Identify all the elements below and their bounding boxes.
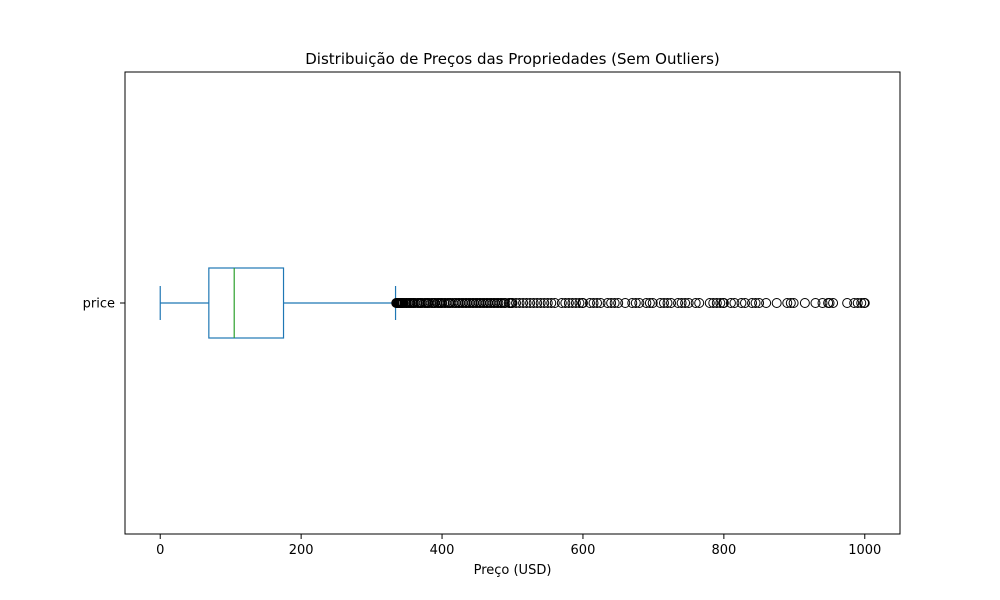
plot-frame [124, 71, 901, 535]
outlier-point [644, 298, 655, 308]
box-group [159, 267, 397, 339]
outlier-point [532, 298, 543, 308]
outlier-point [715, 298, 726, 308]
outlier-point [588, 298, 599, 308]
outlier-point [567, 298, 578, 308]
outlier-point [620, 298, 631, 308]
outlier-point [690, 298, 701, 308]
outlier-point [718, 298, 729, 308]
y-tick-label: price [83, 297, 115, 312]
outlier-point [666, 298, 677, 308]
outlier-point [535, 298, 546, 308]
outlier-point [828, 298, 839, 308]
outlier-point [630, 298, 641, 308]
outlier-point [736, 298, 747, 308]
outlier-point [634, 298, 645, 308]
outlier-point [708, 298, 719, 308]
outlier-point [694, 298, 705, 308]
outlier-point [704, 298, 715, 308]
outlier-point [655, 298, 666, 308]
x-axis-label: Preço (USD) [474, 563, 552, 578]
outlier-point [662, 298, 673, 308]
x-tick-label: 800 [711, 543, 736, 558]
outlier-point [859, 298, 870, 308]
outlier-point [711, 298, 722, 308]
outlier-point [592, 298, 603, 308]
x-tick-label: 400 [430, 543, 455, 558]
outlier-point [824, 298, 835, 308]
outlier-point [514, 298, 525, 308]
outlier-point [799, 298, 810, 308]
outlier-point [680, 298, 691, 308]
outlier-point [729, 298, 740, 308]
outlier-point [771, 298, 782, 308]
outlier-point [856, 298, 867, 308]
x-tick-label: 200 [289, 543, 314, 558]
outlier-point [595, 298, 606, 308]
outlier-point [518, 298, 529, 308]
outlier-point [542, 298, 553, 308]
plot-area [124, 71, 901, 535]
outlier-point [750, 298, 761, 308]
outlier-point [782, 298, 793, 308]
outlier-point [539, 298, 550, 308]
outlier-point [852, 298, 863, 308]
outlier-point [788, 298, 799, 308]
outlier-point [574, 298, 585, 308]
outlier-group [391, 298, 870, 308]
outlier-point [817, 298, 828, 308]
outlier-point [528, 298, 539, 308]
outlier-point [511, 298, 522, 308]
iqr-box [208, 267, 285, 339]
outlier-point [577, 298, 588, 308]
outlier-point [556, 298, 567, 308]
outlier-point [676, 298, 687, 308]
outlier-point [658, 298, 669, 308]
outlier-point [521, 298, 532, 308]
outlier-point [507, 298, 518, 308]
outlier-point [725, 298, 736, 308]
outlier-point [585, 298, 595, 308]
x-axis: 0 200 400 600 800 1000 [156, 534, 881, 558]
outlier-point [647, 298, 658, 308]
outlier-point [609, 298, 620, 308]
outlier-point [525, 298, 536, 308]
outlier-point [842, 298, 853, 308]
x-tick-label: 600 [571, 543, 596, 558]
outlier-point [606, 298, 617, 308]
outlier-point [810, 298, 821, 308]
outlier-point [754, 298, 765, 308]
outlier-point [785, 298, 796, 308]
outlier-point [740, 298, 750, 308]
outlier-point [546, 298, 557, 308]
outlier-point [500, 298, 511, 308]
outlier-point [560, 298, 571, 308]
y-axis: price [83, 297, 125, 312]
chart-title: Distribuição de Preços das Propriedades … [305, 50, 720, 68]
outlier-point [602, 298, 613, 308]
outlier-point [761, 298, 772, 308]
outlier-point [563, 298, 574, 308]
outlier-point [747, 298, 758, 308]
outlier-point [849, 298, 860, 308]
x-tick-label: 1000 [848, 543, 881, 558]
x-tick-label: 0 [156, 543, 164, 558]
outlier-point [673, 298, 684, 308]
outlier-point [683, 298, 694, 308]
outlier-point [549, 298, 560, 308]
outlier-point [613, 298, 624, 308]
outlier-point [627, 298, 638, 308]
outlier-point [570, 298, 581, 308]
outlier-point [641, 298, 652, 308]
